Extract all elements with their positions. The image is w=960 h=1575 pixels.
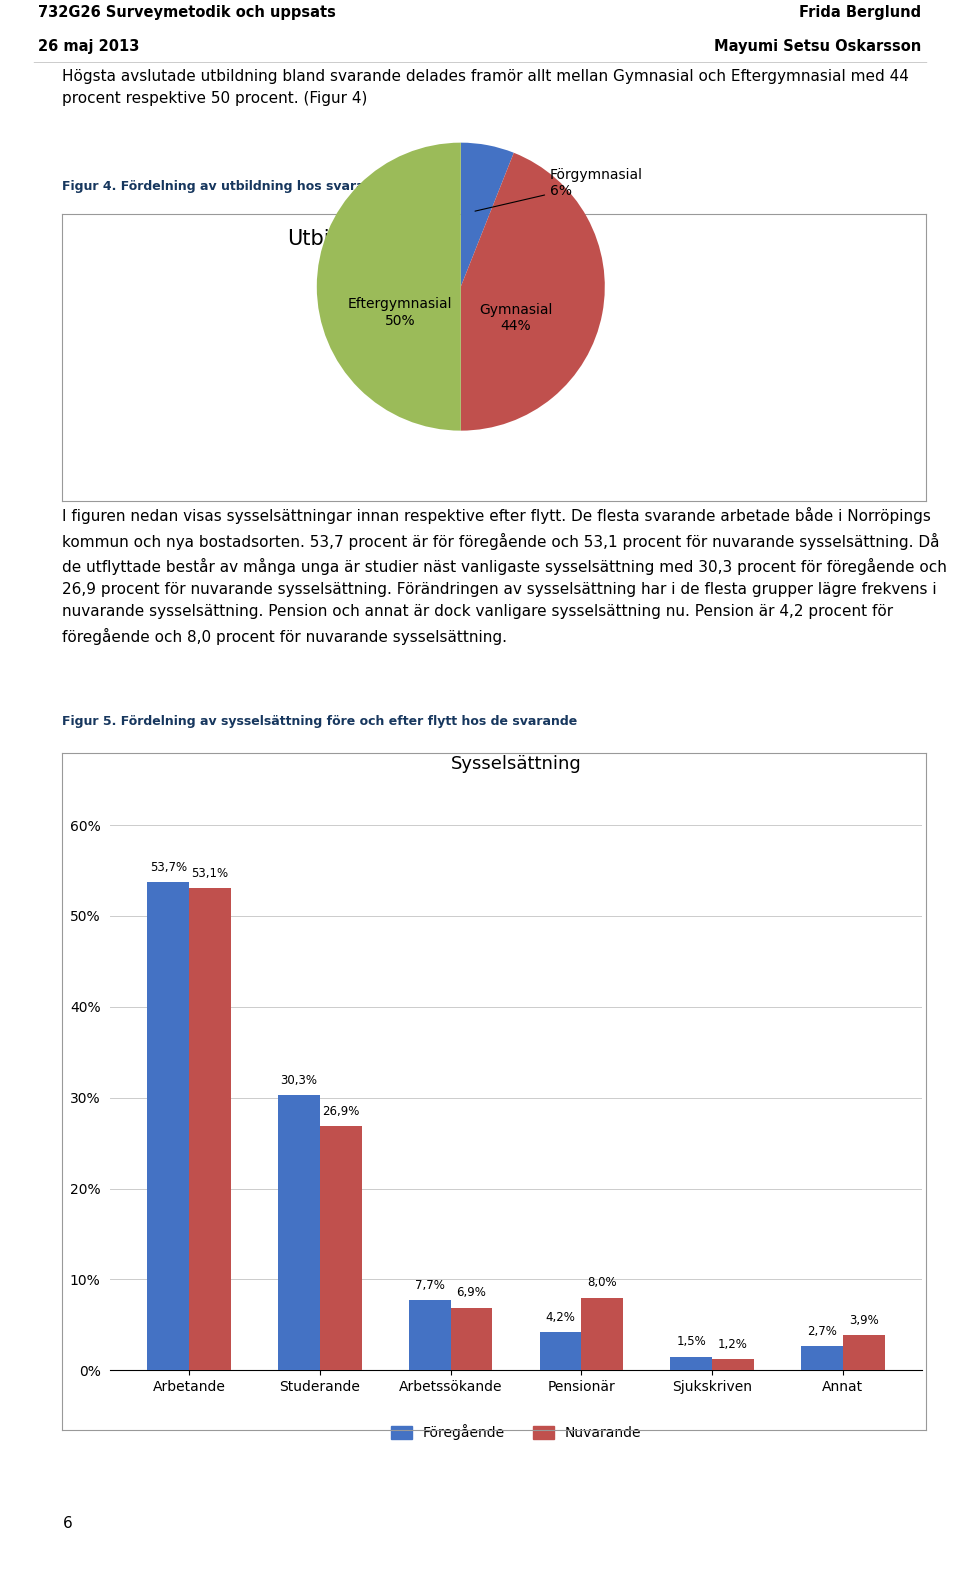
Bar bbox=[147, 882, 189, 1370]
Text: Frida Berglund: Frida Berglund bbox=[800, 5, 922, 20]
Bar bbox=[320, 1126, 362, 1370]
Text: 4,2%: 4,2% bbox=[545, 1310, 575, 1325]
Text: 732G26 Surveymetodik och uppsats: 732G26 Surveymetodik och uppsats bbox=[38, 5, 336, 20]
Title: Sysselsättning: Sysselsättning bbox=[450, 754, 582, 772]
Text: Gymnasial
44%: Gymnasial 44% bbox=[479, 304, 552, 334]
Text: Högsta avslutade utbildning bland svarande delades framör allt mellan Gymnasial : Högsta avslutade utbildning bland svaran… bbox=[62, 69, 909, 107]
Wedge shape bbox=[461, 153, 605, 430]
Wedge shape bbox=[461, 143, 514, 287]
Text: 8,0%: 8,0% bbox=[588, 1276, 617, 1290]
Text: Utbildning: Utbildning bbox=[287, 228, 395, 249]
Bar bbox=[582, 1298, 623, 1370]
Bar bbox=[450, 1307, 492, 1370]
Bar bbox=[670, 1356, 712, 1370]
Bar bbox=[278, 1095, 320, 1370]
Wedge shape bbox=[317, 143, 461, 430]
Text: Förgymnasial
6%: Förgymnasial 6% bbox=[475, 169, 643, 211]
Bar bbox=[712, 1359, 754, 1370]
Text: 53,1%: 53,1% bbox=[191, 866, 228, 879]
Bar bbox=[189, 888, 231, 1370]
Bar bbox=[801, 1345, 843, 1370]
Bar bbox=[409, 1301, 450, 1370]
Text: Eftergymnasial
50%: Eftergymnasial 50% bbox=[348, 298, 452, 328]
Text: 30,3%: 30,3% bbox=[280, 1074, 318, 1087]
Text: 6,9%: 6,9% bbox=[457, 1287, 487, 1299]
Text: 7,7%: 7,7% bbox=[415, 1279, 444, 1292]
Text: 1,5%: 1,5% bbox=[677, 1336, 707, 1348]
Text: I figuren nedan visas sysselsättningar innan respektive efter flytt. De flesta s: I figuren nedan visas sysselsättningar i… bbox=[62, 507, 948, 644]
Text: 3,9%: 3,9% bbox=[849, 1314, 878, 1326]
Bar bbox=[843, 1336, 885, 1370]
Bar bbox=[540, 1332, 582, 1370]
Text: 53,7%: 53,7% bbox=[150, 862, 187, 874]
Text: 2,7%: 2,7% bbox=[807, 1325, 837, 1337]
Text: Figur 5. Fördelning av sysselsättning före och efter flytt hos de svarande: Figur 5. Fördelning av sysselsättning fö… bbox=[62, 715, 578, 728]
Text: 26 maj 2013: 26 maj 2013 bbox=[38, 39, 140, 54]
Text: 26,9%: 26,9% bbox=[323, 1104, 359, 1118]
Text: 1,2%: 1,2% bbox=[718, 1339, 748, 1351]
Legend: Föregående, Nuvarande: Föregående, Nuvarande bbox=[385, 1419, 647, 1446]
Text: 6: 6 bbox=[62, 1517, 72, 1531]
Text: Figur 4. Fördelning av utbildning hos svarande: Figur 4. Fördelning av utbildning hos sv… bbox=[62, 180, 392, 192]
Text: Mayumi Setsu Oskarsson: Mayumi Setsu Oskarsson bbox=[714, 39, 922, 54]
